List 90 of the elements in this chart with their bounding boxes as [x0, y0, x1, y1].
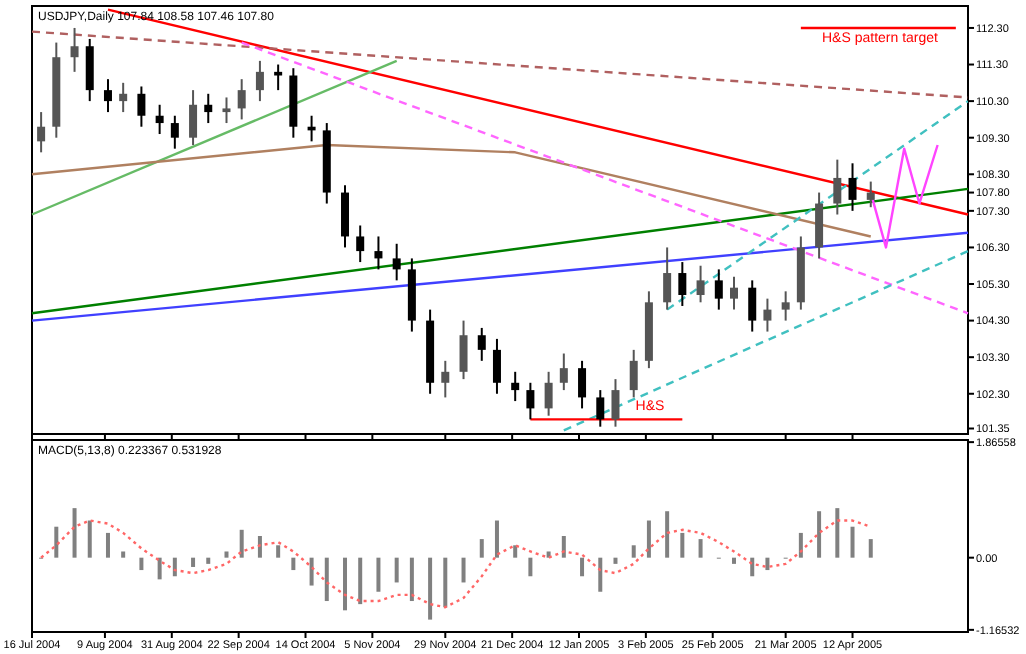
bar	[358, 557, 363, 605]
bar	[461, 557, 466, 583]
candlestick	[748, 279, 757, 333]
candlestick	[696, 264, 705, 304]
candlestick	[544, 370, 553, 417]
candlestick	[526, 381, 535, 421]
bar	[561, 536, 566, 558]
bar	[87, 520, 92, 558]
candlestick	[611, 378, 620, 428]
candlestick	[274, 63, 283, 92]
candlestick	[714, 268, 723, 311]
candlestick	[374, 235, 383, 271]
candlestick	[866, 180, 875, 209]
bar	[139, 557, 144, 571]
bar	[324, 557, 329, 602]
bar	[698, 539, 703, 558]
bar	[528, 557, 533, 577]
candlestick	[459, 319, 468, 381]
candlestick	[678, 261, 687, 307]
bar	[54, 526, 59, 558]
candlestick	[103, 78, 112, 114]
bar	[494, 520, 499, 558]
candlestick	[137, 85, 146, 128]
candlestick	[356, 224, 365, 264]
bar	[157, 557, 162, 580]
candlestick	[763, 297, 772, 333]
bar	[191, 557, 196, 567]
candlestick	[781, 290, 790, 322]
bar	[105, 532, 110, 558]
bar	[443, 557, 448, 608]
line-series	[30, 143, 872, 238]
bar	[665, 511, 670, 558]
candlestick	[663, 246, 672, 311]
candlestick	[492, 337, 501, 395]
bar	[291, 557, 296, 571]
candlestick	[596, 389, 605, 428]
bar	[121, 551, 126, 558]
candlestick	[85, 37, 94, 103]
bar	[850, 526, 855, 558]
candlestick	[255, 59, 264, 103]
bar	[428, 557, 433, 620]
candlestick	[833, 158, 842, 216]
bar	[868, 539, 873, 558]
line-series	[869, 143, 939, 249]
candlestick	[815, 191, 824, 260]
candlestick	[170, 114, 179, 150]
bar	[835, 508, 840, 558]
candlestick	[37, 111, 46, 154]
bar	[513, 545, 518, 558]
bar	[646, 520, 651, 558]
candlestick	[730, 275, 738, 311]
bar	[598, 557, 603, 592]
bar	[613, 557, 618, 564]
candlestick	[629, 348, 638, 399]
line-series	[39, 519, 872, 609]
candlestick	[578, 359, 587, 410]
candlestick	[559, 352, 568, 392]
bar	[343, 557, 348, 611]
bar	[239, 529, 244, 558]
bar	[409, 557, 414, 602]
candlestick	[70, 26, 79, 73]
candlestick	[477, 326, 486, 362]
candlestick	[119, 81, 128, 114]
candlestick	[341, 184, 350, 249]
bar	[680, 532, 685, 558]
bar	[206, 557, 211, 564]
bar	[580, 557, 585, 577]
candlestick	[222, 96, 231, 125]
candlestick	[511, 370, 520, 403]
bar	[631, 545, 636, 558]
bar	[765, 557, 770, 571]
bar	[276, 545, 281, 558]
bar	[732, 557, 736, 564]
candlestick	[237, 78, 246, 121]
bar	[394, 557, 399, 583]
candlestick	[848, 162, 857, 212]
bar	[817, 511, 822, 558]
candlestick	[189, 89, 198, 147]
bar	[798, 532, 803, 558]
candlestick	[392, 242, 401, 282]
bar	[376, 557, 381, 592]
bar	[479, 539, 484, 558]
bar	[750, 557, 755, 577]
bar	[72, 508, 77, 558]
bar	[257, 536, 262, 558]
bar	[309, 557, 314, 586]
candlestick	[155, 103, 164, 136]
candlestick	[204, 92, 213, 125]
bar	[224, 551, 229, 558]
candlestick	[441, 359, 450, 399]
